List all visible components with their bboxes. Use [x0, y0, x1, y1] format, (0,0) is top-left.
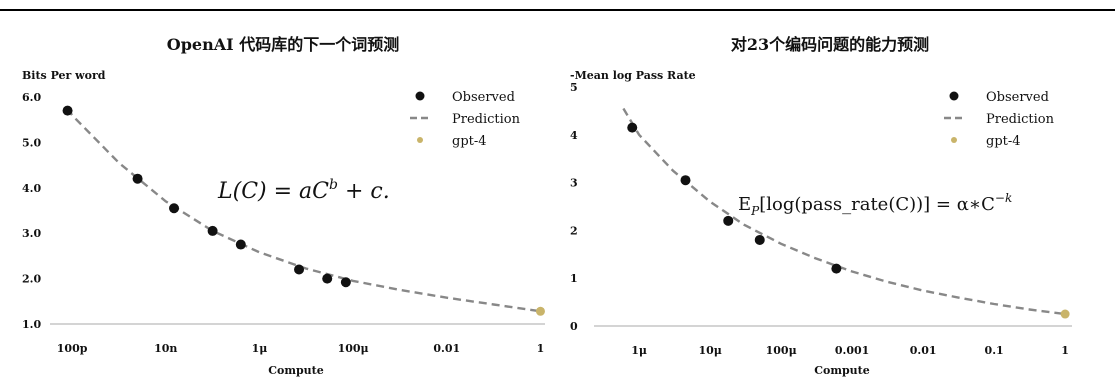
y-tick-label: 0	[570, 320, 578, 333]
x-tick-label: 1	[1061, 344, 1069, 357]
y-tick-label: 5.0	[22, 136, 41, 149]
observed-point	[627, 122, 638, 133]
y-axis-label: Bits Per word	[22, 69, 106, 82]
chart-panel-capability: 对23个编码问题的能力预测 -Mean log Pass Rate Compute 0…	[560, 20, 1112, 383]
legend-label: Prediction	[986, 112, 1055, 127]
legend-label: gpt-4	[986, 134, 1021, 149]
gpt4-point	[535, 306, 545, 316]
observed-point	[340, 277, 351, 288]
x-tick-label: 100μ	[766, 344, 797, 357]
x-tick-label: 0.1	[985, 344, 1004, 357]
legend-label: Observed	[986, 90, 1049, 105]
y-tick-label: 6.0	[22, 91, 41, 104]
legend-label: Observed	[452, 90, 515, 105]
legend-gpt4-swatch	[951, 137, 957, 143]
y-tick-label: 1.0	[22, 318, 41, 331]
y-tick-label: 4.0	[22, 182, 41, 195]
legend-observed-swatch	[949, 91, 959, 101]
x-tick-label: 1μ	[252, 342, 268, 355]
x-tick-label: 1μ	[631, 344, 647, 357]
y-tick-label: 2.0	[22, 273, 41, 286]
x-tick-label: 100μ	[338, 342, 369, 355]
x-tick-label: 0.01	[910, 344, 937, 357]
capability-prediction-chart: 对23个编码问题的能力预测 -Mean log Pass Rate Compute 0…	[570, 35, 1072, 377]
chart-title: OpenAI 代码库的下一个词预测	[167, 35, 399, 54]
gpt4-point	[1060, 309, 1070, 319]
chart-legend: Observed Prediction gpt-4	[410, 90, 521, 149]
equation-label: L(C) = aCb + c.	[217, 177, 390, 204]
observed-point	[294, 264, 305, 275]
observed-point	[754, 234, 765, 245]
x-tick-label: 1	[537, 342, 545, 355]
top-rule	[0, 9, 1115, 11]
observed-point	[680, 175, 691, 186]
x-tick-label: 10μ	[698, 344, 721, 357]
x-axis-label: Compute	[268, 364, 324, 377]
chart-legend: Observed Prediction gpt-4	[944, 90, 1055, 149]
y-tick-label: 5	[570, 81, 578, 94]
x-tick-label: 100p	[57, 342, 88, 355]
chart-title: 对23个编码问题的能力预测	[731, 35, 929, 54]
y-tick-label: 4	[570, 129, 578, 142]
observed-point	[322, 273, 333, 284]
x-tick-label: 10n	[154, 342, 177, 355]
x-tick-label: 0.001	[835, 344, 869, 357]
legend-gpt4-swatch	[417, 137, 423, 143]
observed-point	[62, 105, 73, 116]
y-tick-label: 3.0	[22, 227, 41, 240]
observed-point	[831, 263, 842, 274]
observed-point	[169, 203, 180, 214]
observed-point	[207, 225, 218, 236]
x-tick-label: 0.01	[433, 342, 460, 355]
legend-label: Prediction	[452, 112, 521, 127]
y-tick-label: 2	[570, 224, 578, 237]
y-tick-label: 3	[570, 177, 578, 190]
observed-point	[132, 173, 143, 184]
y-tick-label: 1	[570, 272, 578, 285]
y-axis-label: -Mean log Pass Rate	[570, 69, 696, 82]
observed-point	[235, 239, 246, 250]
observed-point	[723, 215, 734, 226]
next-word-prediction-chart: OpenAI 代码库的下一个词预测 Bits Per word Compute 1.0…	[22, 35, 545, 377]
chart-panel-codebase: OpenAI 代码库的下一个词预测 Bits Per word Compute 1.0…	[0, 20, 552, 383]
prediction-line	[66, 107, 541, 313]
legend-observed-swatch	[415, 91, 425, 101]
equation-label: EP[log(pass_rate(C))] = α∗C−k	[738, 191, 1012, 218]
x-axis-label: Compute	[814, 364, 870, 377]
legend-label: gpt-4	[452, 134, 487, 149]
